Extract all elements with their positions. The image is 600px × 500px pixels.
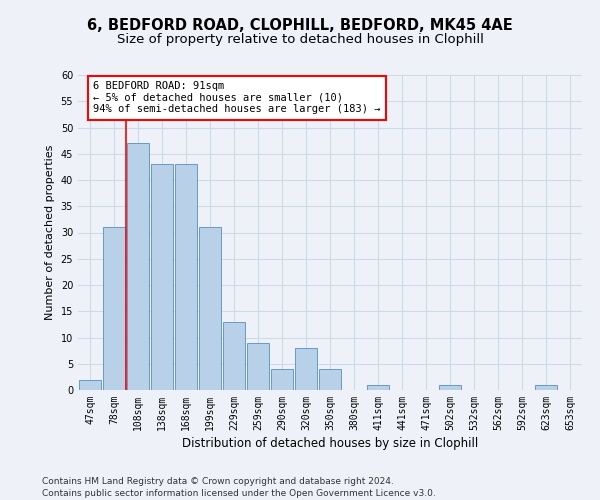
Bar <box>223 322 245 390</box>
Bar <box>151 164 173 390</box>
Y-axis label: Number of detached properties: Number of detached properties <box>45 145 55 320</box>
Text: Size of property relative to detached houses in Clophill: Size of property relative to detached ho… <box>116 32 484 46</box>
Text: Contains HM Land Registry data © Crown copyright and database right 2024.
Contai: Contains HM Land Registry data © Crown c… <box>42 476 436 498</box>
Bar <box>295 348 317 390</box>
Bar <box>271 369 293 390</box>
Text: 6, BEDFORD ROAD, CLOPHILL, BEDFORD, MK45 4AE: 6, BEDFORD ROAD, CLOPHILL, BEDFORD, MK45… <box>87 18 513 32</box>
Bar <box>175 164 197 390</box>
Bar <box>367 385 389 390</box>
Bar <box>439 385 461 390</box>
Bar <box>199 227 221 390</box>
Bar <box>127 143 149 390</box>
Bar <box>247 343 269 390</box>
Bar <box>79 380 101 390</box>
X-axis label: Distribution of detached houses by size in Clophill: Distribution of detached houses by size … <box>182 437 478 450</box>
Bar <box>535 385 557 390</box>
Bar <box>103 227 125 390</box>
Text: 6 BEDFORD ROAD: 91sqm
← 5% of detached houses are smaller (10)
94% of semi-detac: 6 BEDFORD ROAD: 91sqm ← 5% of detached h… <box>93 82 380 114</box>
Bar <box>319 369 341 390</box>
